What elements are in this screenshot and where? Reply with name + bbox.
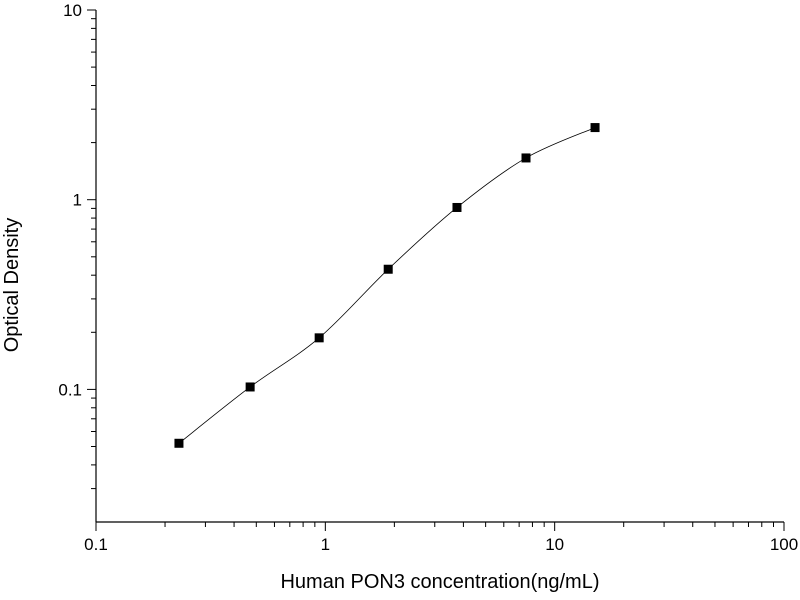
- x-tick-label: 0.1: [84, 535, 108, 554]
- data-point: [383, 264, 393, 274]
- axes: [95, 10, 784, 523]
- x-tick-label: 10: [545, 535, 564, 554]
- data-points: [174, 123, 600, 448]
- fit-curve-line: [178, 127, 596, 444]
- data-point: [452, 202, 462, 212]
- x-tick-label: 1: [321, 535, 330, 554]
- ticks: [87, 9, 785, 531]
- data-point: [314, 333, 324, 343]
- y-tick-label: 10: [63, 1, 82, 20]
- data-point: [174, 438, 184, 448]
- x-axis-title: Human PON3 concentration(ng/mL): [280, 571, 599, 593]
- y-tick-label: 1: [73, 191, 82, 210]
- data-point: [521, 153, 531, 163]
- data-point: [245, 382, 255, 392]
- data-point: [590, 123, 600, 133]
- y-axis-title: Optical Density: [1, 218, 23, 353]
- tick-labels: 0.1 1 10 100 0.1 1 10: [58, 1, 798, 554]
- x-tick-label: 100: [770, 535, 798, 554]
- y-tick-label: 0.1: [58, 380, 82, 399]
